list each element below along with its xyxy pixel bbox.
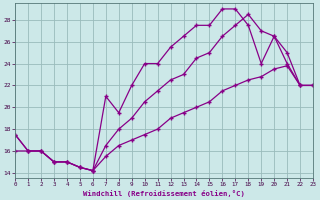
X-axis label: Windchill (Refroidissement éolien,°C): Windchill (Refroidissement éolien,°C) xyxy=(83,190,245,197)
